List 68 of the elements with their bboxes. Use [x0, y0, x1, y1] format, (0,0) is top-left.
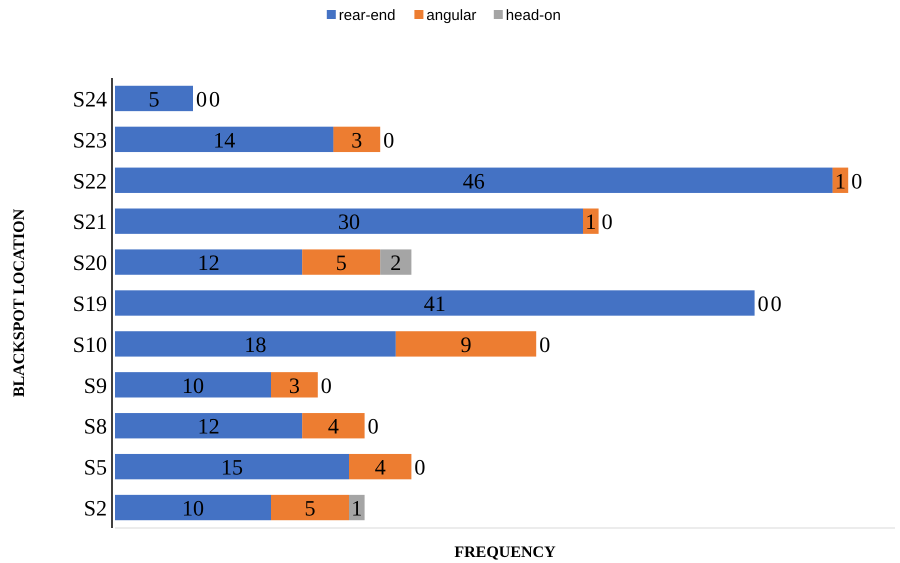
- data-label: 41: [424, 291, 446, 316]
- data-label: 12: [198, 250, 220, 276]
- bar: [333, 126, 380, 152]
- legend-label: head-on: [506, 7, 561, 24]
- data-label: 0: [368, 414, 379, 439]
- y-tick-label: S8: [84, 414, 107, 439]
- legend-label: rear-end: [338, 7, 396, 24]
- data-label: 46: [462, 168, 485, 194]
- data-label: 0: [539, 332, 550, 357]
- bar: [115, 331, 396, 357]
- data-label: 1: [834, 168, 846, 194]
- bar: [115, 413, 302, 438]
- bar: [302, 249, 380, 275]
- bar: [380, 249, 412, 275]
- data-label: 5: [304, 496, 316, 521]
- y-tick-label: S24: [72, 86, 107, 112]
- y-tick-label: S2: [84, 496, 107, 521]
- y-tick-label: S23: [72, 127, 107, 152]
- data-label: 9: [460, 332, 472, 357]
- bar: [396, 331, 536, 357]
- bar: [302, 413, 365, 438]
- data-label: 1: [351, 496, 362, 521]
- data-label: 0: [383, 127, 394, 152]
- bar: [115, 290, 755, 316]
- bar: [115, 454, 349, 480]
- y-tick-label: S20: [72, 250, 107, 276]
- bar: [115, 494, 271, 520]
- bar: [271, 494, 349, 520]
- data-label: 0: [414, 454, 426, 480]
- data-label: 0: [851, 168, 862, 194]
- data-label: 0: [758, 291, 769, 316]
- data-label: 4: [328, 414, 339, 439]
- data-label: 14: [213, 127, 236, 152]
- bar: [115, 168, 833, 193]
- bar: [349, 454, 412, 480]
- data-label: 0: [320, 372, 332, 398]
- data-label: 5: [336, 250, 347, 276]
- data-label: 10: [182, 372, 204, 398]
- data-label: 3: [288, 372, 300, 398]
- y-axis-title: BLACKSPOT LOCATION: [11, 208, 28, 398]
- y-tick-label: S9: [84, 372, 107, 398]
- bar: [115, 372, 271, 398]
- y-tick-label: S5: [84, 454, 107, 480]
- bar: [115, 86, 193, 112]
- data-label: 3: [351, 127, 362, 152]
- data-label: 0: [196, 86, 207, 112]
- y-tick-label: S21: [72, 209, 107, 234]
- data-label: 5: [148, 86, 160, 112]
- y-tick-label: S22: [72, 168, 107, 194]
- data-label: 2: [390, 250, 402, 276]
- bar: [115, 126, 334, 152]
- data-label: 15: [221, 454, 243, 480]
- bar: [271, 372, 318, 398]
- data-label: 0: [602, 209, 613, 234]
- y-tick-label: S10: [72, 332, 107, 357]
- y-tick-label: S19: [72, 291, 107, 316]
- bar: [115, 249, 302, 275]
- data-label: 0: [209, 86, 220, 112]
- data-label: 10: [182, 496, 204, 521]
- data-label: 4: [374, 454, 386, 480]
- bar: [115, 208, 583, 234]
- data-label: 1: [585, 209, 596, 234]
- data-label: 30: [338, 209, 360, 234]
- data-label: 12: [198, 414, 220, 439]
- legend-label: angular: [426, 7, 476, 24]
- data-label: 18: [244, 332, 266, 357]
- data-label: 0: [770, 291, 782, 316]
- x-axis-title: FREQUENCY: [454, 544, 556, 561]
